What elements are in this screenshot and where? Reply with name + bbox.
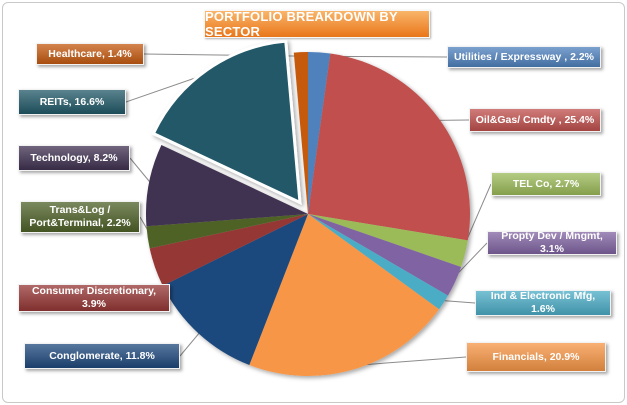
slice-label-propty-dev-mngmt: Propty Dev / Mngmt, 3.1% bbox=[487, 230, 617, 255]
leader-line bbox=[179, 330, 202, 357]
slice-label-consumer-discretionary: Consumer Discretionary, 3.9% bbox=[18, 284, 170, 312]
pie-slice-trans-log-port-terminal bbox=[146, 214, 308, 249]
slice-label-conglomerate: Conglomerate, 11.8% bbox=[24, 343, 180, 369]
leader-line bbox=[352, 356, 467, 367]
slice-label-technology: Technology, 8.2% bbox=[18, 145, 130, 171]
slice-label-healthcare: Healthcare, 1.4% bbox=[36, 43, 144, 65]
slice-label-ind-electronic-mfg: Ind & Electronic Mfg, 1.6% bbox=[475, 290, 611, 316]
pie-slices bbox=[146, 39, 470, 376]
slice-label-trans-log-port-terminal: Trans&Log / Port&Terminal, 2.2% bbox=[20, 201, 140, 233]
pie-slice-consumer-discretionary bbox=[149, 214, 308, 286]
slice-label-utilities-expressway: Utilities / Expressway , 2.2% bbox=[447, 46, 601, 68]
slice-label-reits: REITs, 16.6% bbox=[18, 89, 126, 115]
pie-slice-tel-co bbox=[308, 214, 468, 267]
leader-line bbox=[440, 299, 476, 304]
pie-slice-technology bbox=[146, 145, 308, 227]
pie-slice-conglomerate bbox=[162, 214, 308, 365]
pie-slice-healthcare bbox=[293, 52, 308, 214]
leader-line bbox=[129, 157, 154, 186]
pie-slice-financials bbox=[249, 214, 440, 376]
pie-slice-ind-electronic-mfg bbox=[308, 214, 448, 310]
pie-slice-oil-gas-cmdty bbox=[308, 53, 470, 241]
slice-label-financials: Financials, 20.9% bbox=[466, 342, 606, 372]
slice-label-tel-co: TEL Co, 2.7% bbox=[491, 172, 601, 196]
pie-slice-propty-dev-mngmt bbox=[308, 214, 462, 296]
chart-title: PORTFOLIO BREAKDOWN BY SECTOR bbox=[204, 9, 430, 39]
pie-slice-utilities-expressway bbox=[308, 52, 331, 214]
pie-slice-reits bbox=[151, 39, 302, 205]
slice-label-oil-gas-cmdty: Oil&Gas/ Cmdty , 25.4% bbox=[469, 108, 601, 132]
